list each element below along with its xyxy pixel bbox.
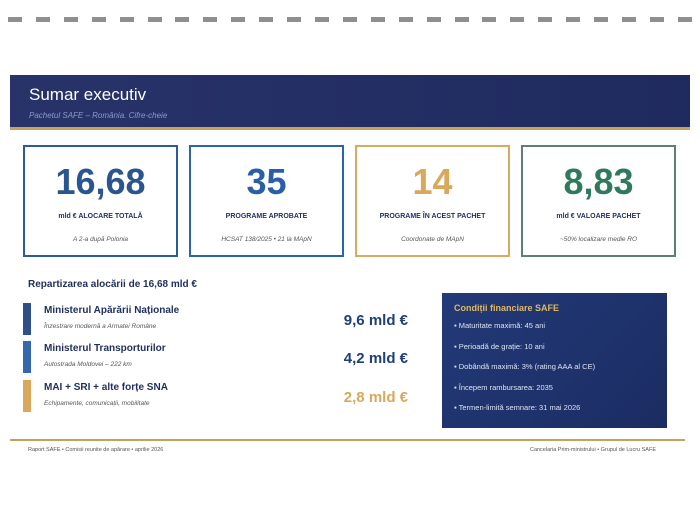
kpi-value: 8,83 — [563, 161, 634, 202]
kpi-card-total: 16,68 mld € ALOCARE TOTALĂ A 2-a după Po… — [23, 145, 178, 257]
financial-item: ▪ Dobândă maximă: 3% (rating AAA al CE) — [454, 362, 596, 371]
allocation-value: 9,6 mld € — [343, 312, 408, 329]
allocation-desc: Echipamente, comunicații, mobilitate — [44, 400, 150, 407]
allocation-desc: Autostrada Moldovei – 222 km — [44, 361, 132, 368]
financial-item-text: Începem rambursarea: 2035 — [458, 382, 553, 392]
allocation-row: MAI + SRI + alte forțe SNA Echipamente, … — [23, 380, 408, 412]
allocation-color-bar — [23, 380, 31, 412]
financial-item-text: Perioadă de grație: 10 ani — [458, 341, 545, 351]
header-banner: Sumar executiv Pachetul SAFE – România. … — [10, 75, 690, 130]
kpi-label: mld € ALOCARE TOTALĂ — [58, 213, 143, 220]
allocation-color-bar — [23, 341, 31, 373]
kpi-value: 16,68 — [55, 161, 146, 202]
financial-item-text: Dobândă maximă: 3% (rating AAA al CE) — [458, 362, 596, 371]
allocation-value: 4,2 mld € — [343, 350, 408, 367]
footer-divider — [10, 439, 685, 441]
page-subtitle: Pachetul SAFE – România. Cifre-cheie — [29, 111, 168, 120]
kpi-note: Coordonate de MApN — [401, 236, 464, 243]
page-title: Sumar executiv — [29, 85, 147, 104]
allocation-name: MAI + SRI + alte forțe SNA — [44, 382, 168, 393]
kpi-card-package-value: 8,83 mld € VALOARE PACHET ~50% localizar… — [521, 145, 676, 257]
kpi-value: 14 — [412, 161, 453, 202]
financial-item-text: Termen-limită semnare: 31 mai 2026 — [458, 403, 581, 412]
footer-right: Cancelaria Prim-ministrului • Grupul de … — [529, 447, 656, 453]
kpi-note: ~50% localizare medie RO — [559, 236, 638, 243]
kpi-card-package-programs: 14 PROGRAME ÎN ACEST PACHET Coordonate d… — [355, 145, 510, 257]
allocation-row: Ministerul Transporturilor Autostrada Mo… — [23, 341, 408, 373]
kpi-value: 35 — [246, 161, 287, 202]
kpi-label: mld € VALOARE PACHET — [556, 213, 641, 220]
allocation-value: 2,8 mld € — [343, 389, 408, 406]
kpi-label: PROGRAME APROBATE — [225, 213, 308, 220]
allocation-desc: Înzestrare modernă a Armatei Române — [44, 323, 157, 330]
kpi-note: A 2-a după Polonia — [72, 236, 129, 243]
financial-conditions-box: Condiții financiare SAFE ▪ Maturitate ma… — [442, 293, 667, 428]
financial-item: ▪ Maturitate maximă: 45 ani — [454, 321, 546, 330]
kpi-note: HCSAT 138/2025 • 21 la MApN — [221, 236, 312, 243]
allocation-color-bar — [23, 303, 31, 335]
kpi-card-programs: 35 PROGRAME APROBATE HCSAT 138/2025 • 21… — [189, 145, 344, 257]
allocation-name: Ministerul Transporturilor — [44, 343, 166, 354]
scan-artifacts — [8, 17, 692, 25]
allocation-title: Repartizarea alocării de 16,68 mld € — [28, 279, 197, 290]
financial-item-text: Maturitate maximă: 45 ani — [458, 321, 546, 330]
kpi-label: PROGRAME ÎN ACEST PACHET — [379, 213, 486, 220]
financial-title: Condiții financiare SAFE — [454, 303, 560, 313]
financial-item: ▪ Perioadă de grație: 10 ani — [454, 341, 545, 351]
allocation-name: Ministerul Apărării Naționale — [44, 305, 180, 316]
allocation-row: Ministerul Apărării Naționale Înzestrare… — [23, 303, 408, 335]
footer-left: Raport SAFE • Comisii reunite de apărare… — [28, 447, 164, 453]
financial-item: ▪ Începem rambursarea: 2035 — [454, 382, 553, 392]
financial-item: ▪ Termen-limită semnare: 31 mai 2026 — [454, 403, 581, 412]
